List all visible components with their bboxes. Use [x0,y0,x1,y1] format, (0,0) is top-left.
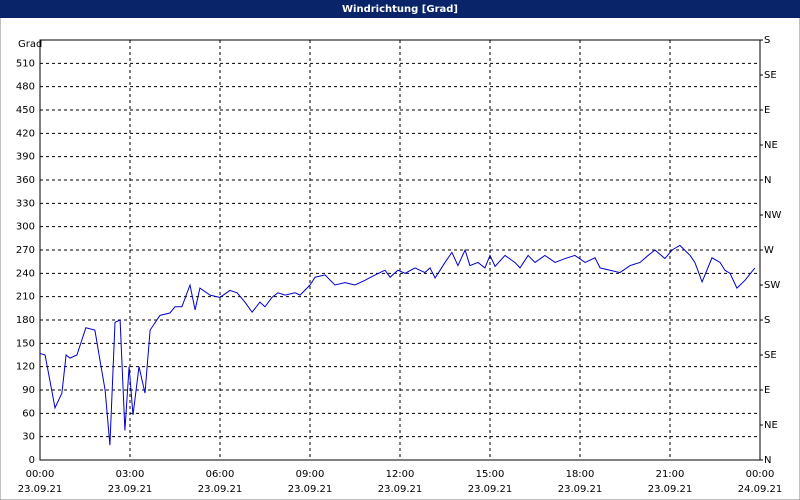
y-tick-label: 0 [29,455,35,466]
x-tick-date: 23.09.21 [558,484,603,495]
x-tick-date: 24.09.21 [738,484,783,495]
x-tick-label: 12:00 [386,469,415,480]
x-tick-date: 23.09.21 [18,484,63,495]
x-tick-date: 23.09.21 [198,484,243,495]
x-tick-label: 21:00 [656,469,685,480]
y2-tick-label: NE [764,140,778,151]
x-tick-label: 03:00 [116,469,145,480]
y-tick-label: 240 [16,268,35,279]
x-tick-label: 15:00 [476,469,505,480]
chart-title: Windrichtung [Grad] [342,4,458,15]
x-tick-label: 00:00 [746,469,775,480]
y-tick-label: 30 [22,432,35,443]
y2-tick-label: N [764,175,771,186]
y2-tick-label: NE [764,420,778,431]
y-tick-label: 330 [16,198,35,209]
y2-tick-label: N [764,455,771,466]
x-tick-label: 00:00 [26,469,55,480]
x-tick-date: 23.09.21 [468,484,513,495]
y2-tick-label: SW [764,280,780,291]
y-tick-label: 270 [16,245,35,256]
x-tick-date: 23.09.21 [288,484,333,495]
y2-tick-label: NW [764,210,781,221]
y2-tick-label: SE [764,350,777,361]
y-tick-label: 420 [16,128,35,139]
x-tick-date: 23.09.21 [108,484,153,495]
y-tick-label: 60 [22,408,35,419]
title-bar [0,0,800,18]
y-tick-label: 480 [16,82,35,93]
y2-tick-label: S [764,315,770,326]
y-tick-label: 90 [22,385,35,396]
y-tick-label: 150 [16,338,35,349]
y-tick-label: 510 [16,58,35,69]
x-tick-label: 18:00 [566,469,595,480]
y2-tick-label: E [764,385,770,396]
y-tick-label: 300 [16,222,35,233]
y-tick-label: 120 [16,362,35,373]
y2-tick-label: W [764,245,774,256]
y-tick-label: 210 [16,292,35,303]
plot-frame [39,39,761,461]
x-tick-date: 23.09.21 [648,484,693,495]
y2-tick-label: S [764,35,770,46]
data-line [39,244,756,446]
y-axis-label: Grad [18,39,42,50]
y-tick-label: 180 [16,315,35,326]
y-tick-label: 360 [16,175,35,186]
x-tick-date: 23.09.21 [378,484,423,495]
y-tick-label: 450 [16,105,35,116]
x-tick-label: 09:00 [296,469,325,480]
y2-tick-label: E [764,105,770,116]
x-tick-label: 06:00 [206,469,235,480]
y-tick-label: 390 [16,152,35,163]
y2-tick-label: SE [764,70,777,81]
